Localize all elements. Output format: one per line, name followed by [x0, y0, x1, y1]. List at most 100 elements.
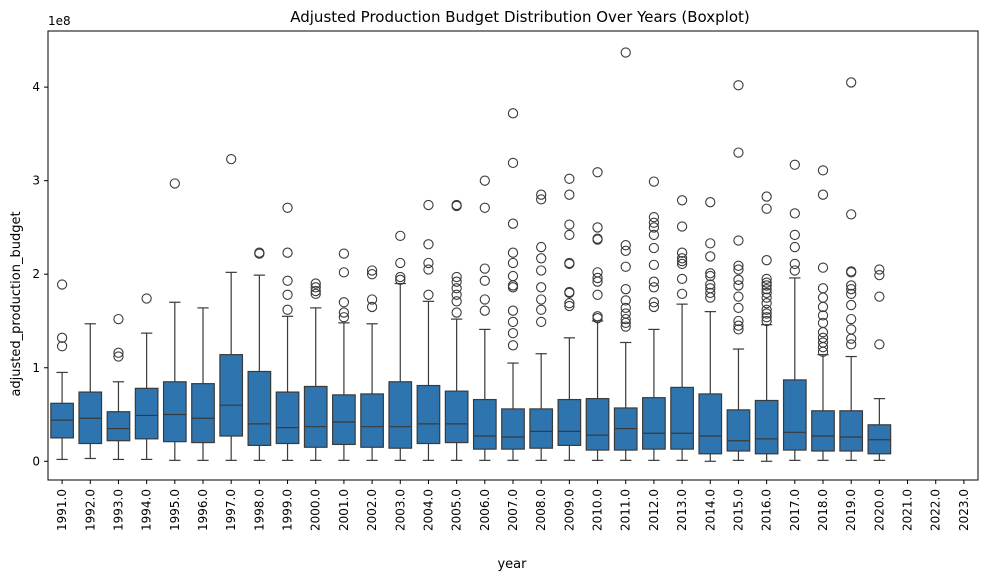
outlier-point	[817, 165, 829, 176]
outlier-point	[789, 241, 800, 253]
outlier-point	[705, 238, 716, 249]
outlier-point	[817, 310, 829, 321]
x-tick-label: 2004.0	[421, 489, 435, 531]
outlier-point	[874, 264, 885, 275]
outlier-point	[705, 270, 716, 282]
x-tick-label: 2013.0	[675, 489, 689, 531]
box-1999.0	[275, 202, 300, 461]
outlier-point	[338, 248, 350, 259]
x-tick-label: 2018.0	[816, 489, 830, 531]
box-2008.0	[529, 189, 554, 461]
outlier-point	[113, 351, 124, 362]
outlier-point	[676, 221, 688, 232]
iqr-box	[444, 390, 469, 444]
outlier-point	[733, 315, 744, 327]
iqr-box	[557, 398, 582, 446]
outlier-point	[705, 287, 716, 299]
box-2017.0	[782, 159, 807, 461]
box-2015.0	[726, 80, 751, 461]
x-tick-label: 2019.0	[844, 489, 858, 531]
outlier-point	[536, 253, 547, 264]
outlier-point	[507, 247, 519, 258]
outlier-point	[479, 275, 490, 286]
outlier-point	[395, 257, 406, 269]
outlier-point	[733, 291, 744, 302]
box-2011.0	[613, 47, 638, 461]
box-2014.0	[698, 197, 723, 462]
outlier-point	[310, 285, 321, 297]
outlier-point	[423, 239, 434, 250]
y-tick-label: 4	[32, 80, 40, 94]
outlier-point	[733, 80, 744, 91]
y-tick-label: 2	[32, 267, 40, 281]
outlier-point	[817, 337, 829, 348]
outlier-point	[564, 300, 575, 312]
outlier-point	[648, 176, 660, 187]
iqr-box	[134, 387, 159, 440]
box-2003.0	[388, 230, 413, 461]
outlier-point	[536, 294, 547, 305]
outlier-point	[648, 259, 660, 271]
outlier-point	[705, 251, 716, 262]
outlier-point	[592, 267, 603, 278]
outlier-point	[874, 339, 885, 350]
outlier-point	[310, 288, 321, 300]
outlier-point	[620, 47, 631, 58]
outlier-point	[564, 257, 575, 269]
outlier-point	[507, 257, 519, 269]
box-1995.0	[162, 178, 187, 461]
x-tick-label: 2021.0	[901, 489, 915, 531]
iqr-box	[642, 397, 666, 450]
outlier-point	[282, 289, 293, 300]
outlier-point	[733, 324, 744, 335]
outlier-point	[789, 229, 800, 241]
iqr-box	[501, 408, 525, 450]
x-tick-label: 2002.0	[365, 489, 379, 531]
x-tick-label: 1996.0	[196, 489, 210, 531]
outlier-point	[592, 289, 603, 300]
outlier-point	[648, 276, 660, 287]
outlier-point	[676, 195, 688, 206]
outlier-point	[56, 332, 68, 343]
outlier-point	[761, 292, 772, 303]
x-tick-label: 1998.0	[252, 489, 266, 531]
outlier-point	[536, 282, 547, 293]
x-tick-label: 2014.0	[703, 489, 717, 531]
outlier-point	[705, 197, 716, 208]
outlier-point	[733, 320, 744, 331]
outlier-point	[451, 289, 462, 300]
outlier-point	[817, 332, 829, 343]
outlier-point	[56, 341, 68, 352]
x-tick-label: 2009.0	[562, 489, 576, 531]
box-1992.0	[78, 323, 103, 460]
x-tick-label: 1991.0	[55, 489, 69, 531]
outlier-point	[761, 191, 772, 202]
iqr-box	[726, 409, 751, 452]
x-tick-label: 1999.0	[281, 489, 295, 531]
outlier-point	[479, 294, 490, 305]
outlier-point	[564, 286, 575, 298]
outlier-point	[648, 297, 660, 308]
outlier-point	[423, 199, 434, 211]
x-tick-label: 2022.0	[929, 489, 943, 531]
outlier-point	[282, 247, 293, 258]
outlier-point	[676, 247, 688, 258]
outlier-point	[733, 274, 744, 285]
y-axis-label: adjusted_production_budget	[9, 211, 24, 396]
outlier-point	[817, 301, 829, 313]
box-2001.0	[332, 248, 356, 461]
outlier-point	[536, 241, 547, 253]
outlier-point	[648, 301, 660, 313]
outlier-point	[536, 316, 547, 328]
outlier-point	[423, 257, 434, 269]
outlier-point	[620, 302, 631, 314]
box-2016.0	[754, 191, 779, 462]
x-tick-label: 2016.0	[760, 489, 774, 531]
outlier-point	[479, 263, 490, 274]
x-tick-label: 2005.0	[450, 489, 464, 531]
outlier-point	[676, 258, 688, 270]
outlier-point	[451, 296, 462, 307]
outlier-point	[592, 272, 603, 284]
x-tick-label: 1995.0	[168, 489, 182, 531]
